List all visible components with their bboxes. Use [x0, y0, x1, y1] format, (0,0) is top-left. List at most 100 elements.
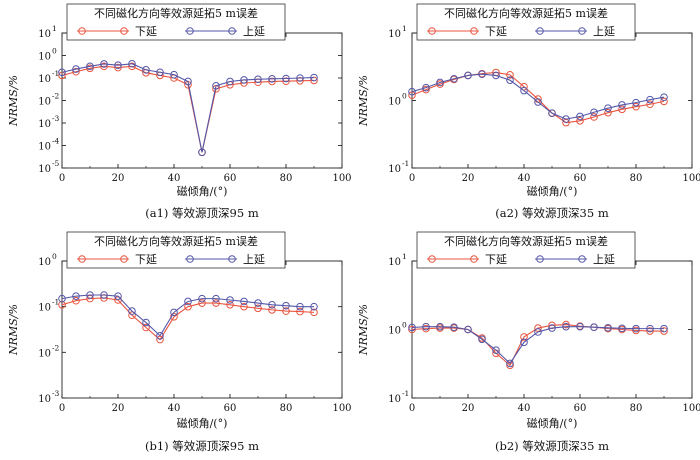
data-point-up — [58, 68, 66, 77]
data-point-up — [114, 61, 122, 70]
legend-box — [66, 3, 286, 41]
y-tick-label: 10 — [38, 97, 51, 108]
panel-caption: (a2) 等效源顶深35 m — [495, 206, 609, 220]
data-point-down — [212, 299, 220, 307]
data-point-up — [184, 77, 192, 86]
y-tick-label: 10 — [388, 326, 401, 337]
y-tick-exponent: 0 — [402, 321, 407, 330]
series-line-down — [61, 297, 315, 341]
data-point-up — [170, 308, 178, 317]
x-tick-label: 20 — [112, 403, 125, 414]
x-axis-label: 磁倾角/(°) — [177, 185, 228, 198]
data-point-down — [128, 311, 136, 320]
legend-swatch-marker — [78, 255, 86, 263]
data-point-up — [296, 302, 304, 311]
data-point-up — [58, 294, 66, 303]
data-point-down — [240, 302, 248, 311]
data-point-up — [100, 291, 108, 299]
data-point-down — [198, 299, 206, 307]
data-point-up — [520, 86, 528, 95]
data-point-down — [548, 321, 556, 330]
x-tick-label: 0 — [59, 403, 65, 414]
data-point-down — [660, 97, 668, 106]
y-tick-exponent: -1 — [52, 69, 59, 78]
data-point-up — [422, 322, 430, 331]
x-tick-label: 0 — [409, 403, 415, 414]
data-point-up — [506, 359, 514, 368]
legend-swatch-marker — [186, 255, 194, 263]
legend-swatch-marker — [120, 27, 128, 35]
legend-swatch-marker — [470, 27, 478, 35]
x-tick-label: 40 — [168, 403, 181, 414]
legend-entry-label: 上延 — [593, 253, 615, 266]
y-tick-exponent: -3 — [52, 114, 60, 123]
data-point-up — [562, 115, 570, 123]
y-tick-exponent: -2 — [52, 343, 60, 352]
x-tick-label: 60 — [224, 403, 237, 414]
chart-panel-a1: 0 20 40 60 80 10010-510-410-310-210-1100101磁倾… — [7, 3, 352, 220]
series-line-up — [411, 73, 665, 120]
data-point-up — [86, 291, 94, 299]
data-point-down — [646, 100, 654, 109]
data-point-up — [576, 112, 584, 121]
data-point-up — [170, 70, 178, 79]
y-tick-label: 10 — [388, 257, 401, 268]
data-point-up — [492, 346, 500, 354]
x-tick-label: 60 — [574, 173, 587, 184]
y-tick-exponent: 0 — [402, 92, 407, 101]
x-tick-label: 20 — [462, 173, 475, 184]
y-axis-label: NRMS/% — [357, 75, 370, 127]
data-point-down — [86, 64, 94, 73]
legend-entry-label: 上延 — [593, 25, 615, 38]
data-point-up — [282, 301, 290, 310]
data-point-down — [226, 300, 234, 309]
panel-caption: (a1) 等效源顶深95 m — [145, 206, 259, 220]
data-point-up — [506, 76, 514, 84]
data-point-up — [646, 95, 654, 104]
data-point-up — [562, 322, 570, 331]
data-point-up — [478, 70, 486, 79]
x-tick-label: 100 — [682, 173, 700, 184]
legend-box — [66, 231, 286, 269]
y-tick-exponent: -5 — [52, 159, 60, 168]
data-point-up — [142, 66, 150, 74]
data-point-up — [604, 104, 612, 112]
legend-swatch-marker — [428, 27, 436, 35]
data-point-down — [408, 325, 416, 334]
y-tick-exponent: -1 — [52, 298, 59, 307]
y-axis-label: NRMS/% — [357, 304, 370, 356]
chart-panel-b1: 0 20 40 60 80 10010-310-210-1100磁倾角/(°)NRMS/%… — [7, 231, 352, 453]
legend-entry-label: 下延 — [135, 253, 157, 266]
x-tick-label: 100 — [682, 403, 700, 414]
y-tick-exponent: -2 — [52, 92, 60, 101]
y-tick-label: 10 — [38, 52, 51, 63]
data-point-down — [170, 312, 178, 321]
data-point-up — [128, 59, 136, 68]
data-point-up — [520, 338, 528, 347]
data-point-up — [464, 71, 472, 80]
x-tick-label: 40 — [518, 173, 531, 184]
data-point-up — [660, 324, 668, 333]
y-tick-label: 10 — [38, 394, 51, 405]
data-point-up — [492, 71, 500, 80]
y-axis-label: NRMS/% — [7, 304, 20, 356]
x-tick-label: 60 — [224, 173, 237, 184]
data-point-up — [296, 74, 304, 82]
data-point-up — [618, 324, 626, 333]
legend-swatch-marker — [78, 27, 86, 35]
data-point-up — [198, 148, 206, 157]
chart-panel-b2: 0 20 40 60 80 10010-1100101磁倾角/(°)NRMS/%(b2) … — [357, 231, 700, 453]
plot-frame — [411, 260, 693, 399]
x-axis-label: 磁倾角/(°) — [527, 417, 578, 430]
legend-box — [416, 231, 636, 269]
legend-swatch-marker — [228, 27, 236, 35]
data-point-up — [464, 325, 472, 334]
legend-entry-label: 下延 — [485, 253, 507, 266]
legend-swatch-marker — [470, 255, 478, 263]
legend-title: 不同磁化方向等效源延拓5 m误差 — [444, 234, 608, 248]
data-point-down — [100, 62, 108, 71]
data-point-up — [660, 93, 668, 101]
legend-box — [416, 3, 636, 41]
